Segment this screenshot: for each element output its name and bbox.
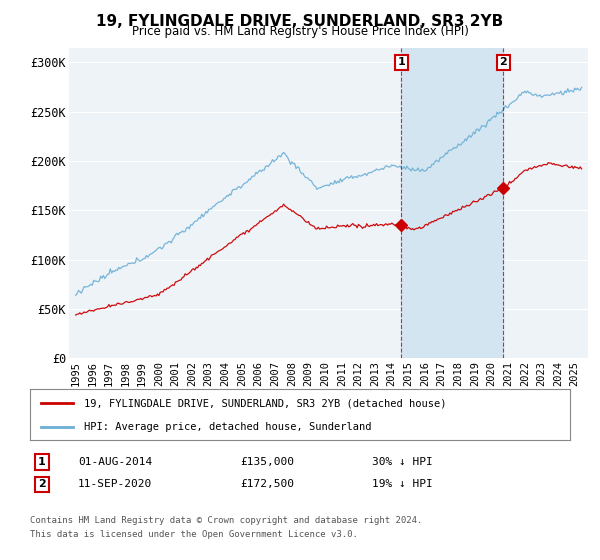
- Text: 19% ↓ HPI: 19% ↓ HPI: [372, 479, 433, 489]
- Text: 1: 1: [398, 58, 405, 67]
- Text: 11-SEP-2020: 11-SEP-2020: [78, 479, 152, 489]
- Text: Price paid vs. HM Land Registry's House Price Index (HPI): Price paid vs. HM Land Registry's House …: [131, 25, 469, 38]
- Text: 1: 1: [38, 457, 46, 467]
- Text: 2: 2: [38, 479, 46, 489]
- Text: HPI: Average price, detached house, Sunderland: HPI: Average price, detached house, Sund…: [84, 422, 371, 432]
- Text: 2: 2: [499, 58, 507, 67]
- Text: Contains HM Land Registry data © Crown copyright and database right 2024.: Contains HM Land Registry data © Crown c…: [30, 516, 422, 525]
- Text: 30% ↓ HPI: 30% ↓ HPI: [372, 457, 433, 467]
- Text: £172,500: £172,500: [240, 479, 294, 489]
- Text: 19, FYLINGDALE DRIVE, SUNDERLAND, SR3 2YB: 19, FYLINGDALE DRIVE, SUNDERLAND, SR3 2Y…: [97, 14, 503, 29]
- Text: 01-AUG-2014: 01-AUG-2014: [78, 457, 152, 467]
- Text: 19, FYLINGDALE DRIVE, SUNDERLAND, SR3 2YB (detached house): 19, FYLINGDALE DRIVE, SUNDERLAND, SR3 2Y…: [84, 398, 446, 408]
- Text: This data is licensed under the Open Government Licence v3.0.: This data is licensed under the Open Gov…: [30, 530, 358, 539]
- Bar: [401, 48, 503, 358]
- Text: £135,000: £135,000: [240, 457, 294, 467]
